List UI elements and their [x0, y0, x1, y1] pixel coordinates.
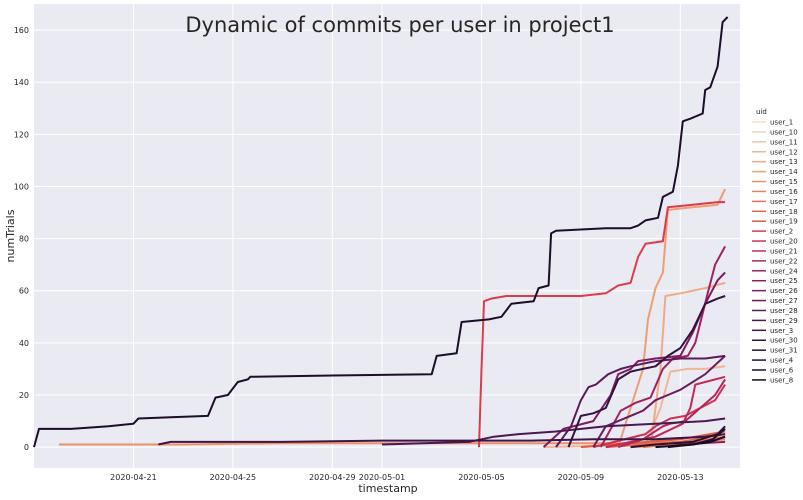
series-line-user_28	[555, 354, 726, 448]
legend-item: user_10	[770, 128, 798, 136]
legend-item: user_3	[770, 327, 793, 335]
legend-item: user_25	[770, 277, 798, 285]
legend-item: user_31	[770, 347, 798, 355]
x-ticks: 2020-04-21 2020-04-25 2020-04-29 2020-05-01…	[110, 473, 703, 482]
x-axis-label: timestamp	[358, 482, 417, 495]
y-axis-label: numTrials	[4, 209, 17, 262]
x-tick-label: 2020-05-01	[359, 473, 406, 482]
x-tick-label: 2020-04-21	[110, 473, 157, 482]
legend-title: uid	[756, 108, 767, 116]
legend-item: user_4	[770, 357, 794, 365]
legend-item: user_15	[770, 178, 798, 186]
y-tick-label: 60	[19, 287, 29, 296]
legend-item: user_6	[770, 367, 794, 375]
legend-item: user_13	[770, 158, 798, 166]
legend-item: user_16	[770, 188, 798, 196]
x-tick-label: 2020-05-09	[558, 473, 605, 482]
series-lines	[33, 16, 729, 449]
x-tick-label: 2020-04-29	[309, 473, 356, 482]
plot-area	[34, 4, 740, 468]
legend-item: user_14	[770, 168, 798, 176]
y-tick-label: 120	[14, 130, 29, 139]
legend-item: user_29	[770, 317, 798, 325]
grid	[34, 4, 740, 468]
legend-item: user_18	[770, 208, 798, 216]
legend-item: user_30	[770, 337, 798, 345]
y-tick-label: 0	[24, 443, 29, 452]
series-line-user_27	[592, 355, 726, 448]
series-line-user_14	[617, 188, 727, 448]
series-line-user_2	[478, 201, 726, 448]
series-line-user_31	[630, 425, 726, 449]
legend-item: user_2	[770, 228, 793, 236]
y-tick-label: 100	[14, 182, 29, 191]
legend-item: user_11	[770, 138, 798, 146]
series-line-user_6	[33, 16, 729, 448]
y-tick-label: 80	[19, 235, 29, 244]
legend-item: user_20	[770, 238, 798, 246]
legend-item: user_19	[770, 218, 798, 226]
y-tick-label: 140	[14, 78, 29, 87]
y-tick-label: 160	[14, 26, 29, 35]
x-tick-label: 2020-05-05	[458, 473, 505, 482]
y-tick-label: 40	[19, 339, 29, 348]
legend-item: user_21	[770, 247, 798, 255]
y-ticks: 0 20 40 60 80 100 120 140 160	[14, 26, 29, 452]
legend-item: user_1	[770, 119, 793, 127]
legend-item: user_12	[770, 148, 798, 156]
legend-item: user_8	[770, 376, 793, 384]
series-line-user_13	[649, 281, 726, 448]
legend-item: user_26	[770, 287, 798, 295]
x-tick-label: 2020-04-25	[210, 473, 257, 482]
legend-item: user_17	[770, 198, 798, 206]
legend-item: user_27	[770, 297, 798, 305]
legend-item: user_28	[770, 307, 798, 315]
legend-item: user_22	[770, 257, 798, 265]
y-tick-label: 20	[19, 391, 29, 400]
series-line-user_30	[567, 295, 726, 448]
legend-item: user_24	[770, 267, 798, 275]
chart-title: Dynamic of commits per user in project1	[185, 13, 614, 37]
series-line-user_20	[593, 384, 726, 449]
series-line-user_3	[158, 433, 726, 446]
series-line-user_8	[655, 435, 726, 449]
x-tick-label: 2020-05-13	[657, 473, 704, 482]
